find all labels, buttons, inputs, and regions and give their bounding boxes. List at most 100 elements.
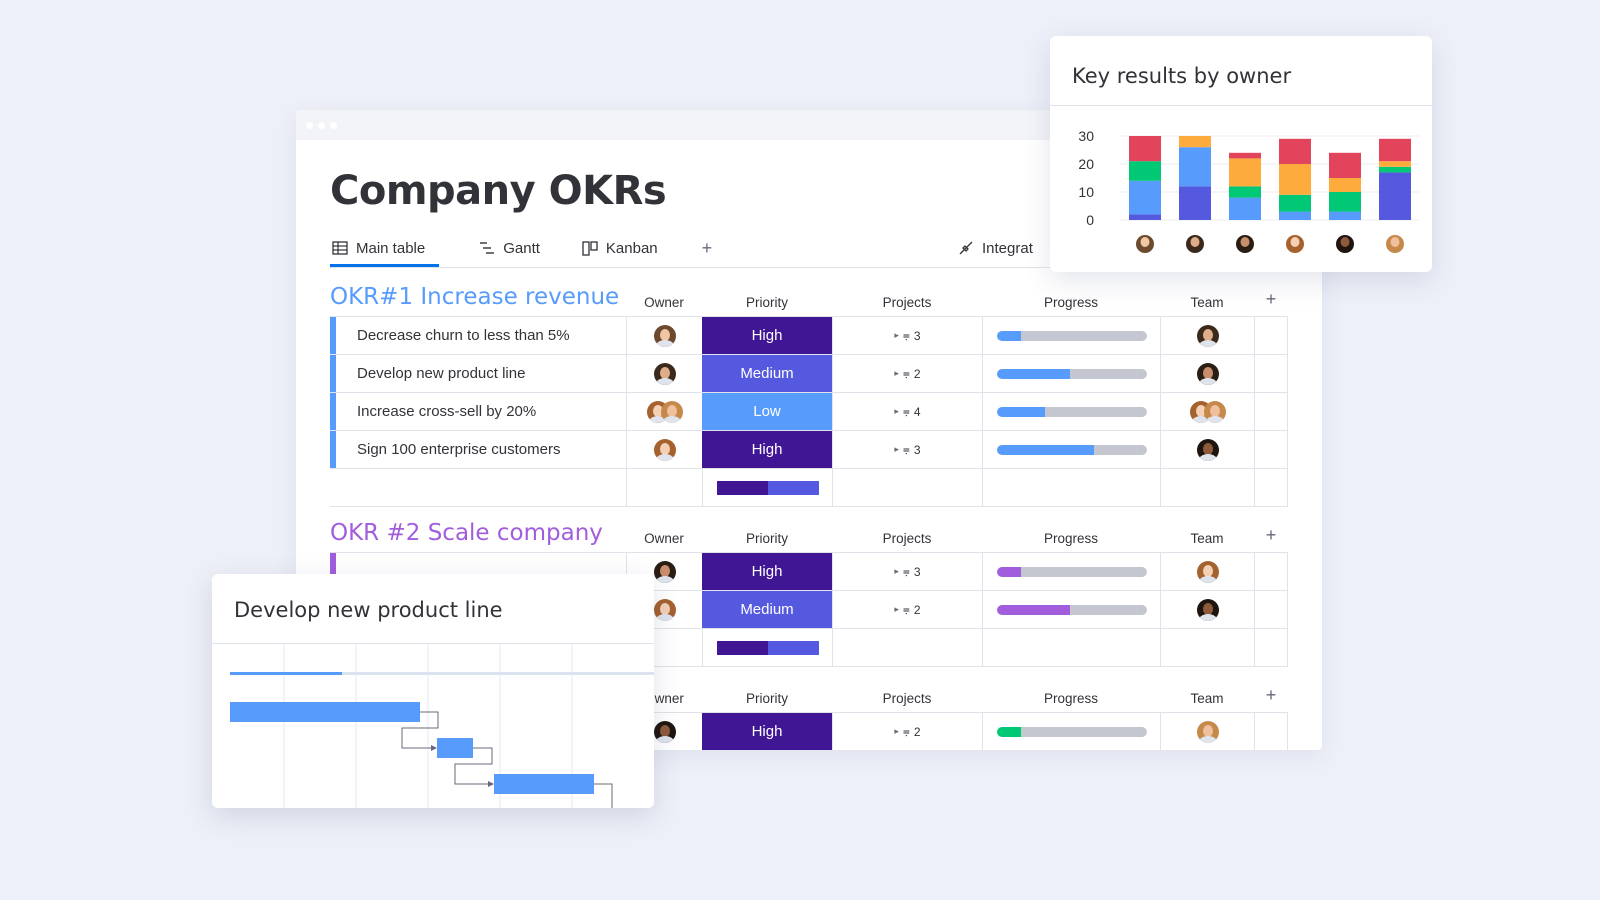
column-header-team[interactable]: Team <box>1190 691 1224 706</box>
avatar[interactable] <box>660 400 683 423</box>
avatar[interactable] <box>1196 324 1219 347</box>
priority-label[interactable]: Medium <box>702 355 832 392</box>
tab-main-table[interactable]: Main table <box>330 232 440 267</box>
avatar[interactable] <box>653 720 676 743</box>
item-name[interactable]: Increase cross-sell by 20% <box>330 393 626 430</box>
owner-cell[interactable] <box>626 553 702 590</box>
bar-segment[interactable] <box>1179 186 1211 220</box>
avatar[interactable] <box>653 324 676 347</box>
bar-segment[interactable] <box>1179 147 1211 187</box>
bar-segment[interactable] <box>1279 138 1311 164</box>
priority-label[interactable]: High <box>702 553 832 590</box>
tab-gantt[interactable]: Gantt <box>477 232 542 264</box>
bar-segment[interactable] <box>1329 211 1361 220</box>
group-title[interactable]: OKR #2 Scale company <box>330 520 603 546</box>
team-cell[interactable] <box>1160 431 1254 468</box>
avatar[interactable] <box>653 598 676 621</box>
team-cell[interactable] <box>1160 317 1254 354</box>
projects-cell[interactable]: ▸ ⩦ 3 <box>832 553 982 590</box>
priority-label[interactable]: High <box>702 317 832 354</box>
column-header-priority[interactable]: Priority <box>745 691 788 706</box>
item-name[interactable]: Decrease churn to less than 5% <box>330 317 626 354</box>
integrate-button[interactable]: Integrat <box>958 232 1033 264</box>
avatar[interactable] <box>1196 362 1219 385</box>
add-column-button[interactable]: + <box>1265 289 1277 309</box>
avatar[interactable] <box>1196 438 1219 461</box>
item-name[interactable] <box>330 553 626 590</box>
projects-cell[interactable]: ▸ ⩦ 4 <box>832 393 982 430</box>
team-cell[interactable] <box>1160 393 1254 430</box>
add-column-button[interactable]: + <box>1265 685 1277 705</box>
column-header-priority[interactable]: Priority <box>745 295 788 310</box>
bar-segment[interactable] <box>1129 136 1161 162</box>
priority-label[interactable]: Low <box>702 393 832 430</box>
item-name[interactable]: Develop new product line <box>330 355 626 392</box>
gantt-task-bar[interactable] <box>437 738 473 758</box>
column-header-projects[interactable]: Projects <box>882 691 932 706</box>
expand-caret-icon[interactable]: ▸ <box>894 726 899 736</box>
add-column-button[interactable]: + <box>1265 525 1277 545</box>
item-name[interactable]: Sign 100 enterprise customers <box>330 431 626 468</box>
owner-cell[interactable] <box>626 317 702 354</box>
expand-caret-icon[interactable]: ▸ <box>894 566 899 576</box>
avatar[interactable] <box>653 438 676 461</box>
bar-segment[interactable] <box>1179 136 1211 148</box>
owner-avatar[interactable] <box>1236 235 1254 253</box>
priority-label[interactable]: High <box>702 431 832 468</box>
bar-segment[interactable] <box>1229 186 1261 198</box>
team-cell[interactable] <box>1160 553 1254 590</box>
gantt-task-bar[interactable] <box>494 774 594 794</box>
expand-caret-icon[interactable]: ▸ <box>894 604 899 614</box>
add-view-button[interactable]: + <box>701 237 713 258</box>
gantt-task-bar[interactable] <box>230 702 420 722</box>
column-header-team[interactable]: Team <box>1190 531 1224 546</box>
projects-cell[interactable]: ▸ ⩦ 2 <box>832 713 982 750</box>
column-header-team[interactable]: Team <box>1190 295 1224 310</box>
team-cell[interactable] <box>1160 591 1254 628</box>
column-header-projects[interactable]: Projects <box>882 295 932 310</box>
team-cell[interactable] <box>1160 713 1254 750</box>
bar-segment[interactable] <box>1279 164 1311 195</box>
column-header-priority[interactable]: Priority <box>745 531 788 546</box>
bar-segment[interactable] <box>1379 161 1411 167</box>
team-cell[interactable] <box>1160 355 1254 392</box>
bar-segment[interactable] <box>1129 161 1161 181</box>
column-header-owner[interactable]: Owner <box>644 531 684 546</box>
expand-caret-icon[interactable]: ▸ <box>894 406 899 416</box>
avatar[interactable] <box>653 560 676 583</box>
tab-kanban[interactable]: Kanban <box>580 232 660 264</box>
owner-cell[interactable] <box>626 355 702 392</box>
owner-cell[interactable] <box>626 393 702 430</box>
bar-segment[interactable] <box>1329 152 1361 178</box>
bar-segment[interactable] <box>1329 178 1361 192</box>
bar-segment[interactable] <box>1279 211 1311 220</box>
column-header-progress[interactable]: Progress <box>1043 531 1099 546</box>
avatar[interactable] <box>1196 560 1219 583</box>
bar-segment[interactable] <box>1129 180 1161 215</box>
bar-segment[interactable] <box>1379 166 1411 173</box>
column-header-progress[interactable]: Progress <box>1043 295 1099 310</box>
avatar[interactable] <box>1196 720 1219 743</box>
avatar[interactable] <box>1203 400 1226 423</box>
priority-label[interactable]: High <box>702 713 832 750</box>
avatar[interactable] <box>1196 598 1219 621</box>
group-title[interactable]: OKR#1 Increase revenue <box>330 284 620 310</box>
priority-label[interactable]: Medium <box>702 591 832 628</box>
owner-avatar[interactable] <box>1286 235 1304 253</box>
projects-cell[interactable]: ▸ ⩦ 2 <box>832 591 982 628</box>
column-header-owner[interactable]: Owner <box>644 691 684 706</box>
bar-segment[interactable] <box>1229 158 1261 187</box>
expand-caret-icon[interactable]: ▸ <box>894 444 899 454</box>
column-header-projects[interactable]: Projects <box>882 531 932 546</box>
avatar[interactable] <box>653 362 676 385</box>
owner-avatar[interactable] <box>1136 235 1154 253</box>
owner-avatar[interactable] <box>1336 235 1354 253</box>
bar-segment[interactable] <box>1379 138 1411 162</box>
owner-avatar[interactable] <box>1386 235 1404 253</box>
bar-segment[interactable] <box>1329 192 1361 212</box>
owner-cell[interactable] <box>626 431 702 468</box>
bar-segment[interactable] <box>1229 152 1261 159</box>
projects-cell[interactable]: ▸ ⩦ 2 <box>832 355 982 392</box>
bar-segment[interactable] <box>1129 214 1161 220</box>
column-header-owner[interactable]: Owner <box>644 295 684 310</box>
